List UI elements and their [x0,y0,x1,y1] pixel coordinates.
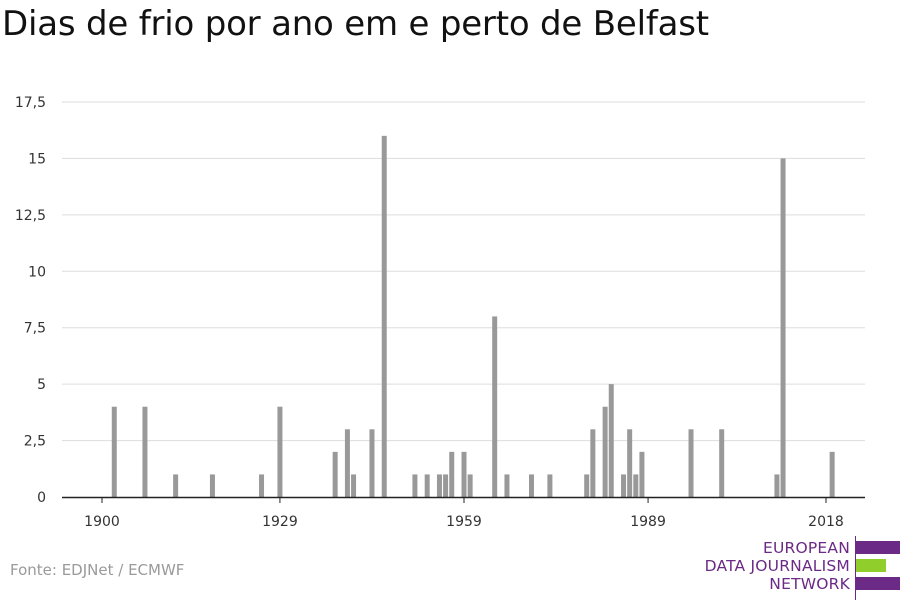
bar [369,429,375,497]
y-tick-label: 7,5 [24,321,46,337]
bar [504,474,510,497]
bar [259,474,265,497]
x-tick-label: 2018 [808,514,844,530]
x-tick-label: 1900 [84,514,120,530]
y-tick-label: 2,5 [24,434,46,450]
chart-title: Dias de frio por ano em e perto de Belfa… [2,4,709,44]
x-tick-label: 1929 [262,514,298,530]
bar [443,474,449,497]
bar [111,406,117,497]
bar [602,406,608,497]
bar [633,474,639,497]
bar [719,429,725,497]
bar [492,316,498,497]
bar [277,406,283,497]
logo-divider [855,536,856,600]
bars [111,135,835,498]
bar [688,429,694,497]
bar [344,429,350,497]
logo-line-3: NETWORK [769,575,850,593]
bar [547,474,553,497]
bar [381,135,387,498]
y-tick-label: 12,5 [15,208,46,224]
y-tick-label: 0 [37,490,46,506]
bar [584,474,590,497]
bar [142,406,148,497]
y-tick-label: 10 [28,264,46,280]
bar [829,451,835,497]
source-note: Fonte: EDJNet / ECMWF [10,561,185,579]
bar [332,451,338,497]
bar [412,474,418,497]
bar [528,474,534,497]
y-tick-label: 15 [28,151,46,167]
bar [774,474,780,497]
bar-chart: 0 2,5 5 7,5 10 12,5 15 17,5 1900 1929 1959 1989 201… [15,95,865,530]
y-axis-tick-labels: 0 2,5 5 7,5 10 12,5 15 17,5 [15,95,46,506]
bar [449,451,455,497]
logo-text: EUROPEAN DATA JOURNALISM NETWORK [705,539,850,593]
bar [608,384,614,497]
bar [436,474,442,497]
edjnet-logo: EUROPEAN DATA JOURNALISM NETWORK [700,536,900,600]
x-axis-ticks: 1900 1929 1959 1989 2018 [84,497,844,530]
bar [621,474,627,497]
logo-bar-purple-bottom [856,577,900,590]
x-tick-label: 1989 [630,514,666,530]
bar [461,451,467,497]
bar [627,429,633,497]
bar [351,474,357,497]
bar [780,158,786,497]
y-tick-label: 5 [37,377,46,393]
bar [467,474,473,497]
bar [424,474,430,497]
logo-bar-green [856,559,886,572]
logo-line-1: EUROPEAN [762,539,850,557]
y-tick-label: 17,5 [15,95,46,111]
bar [639,451,645,497]
gridlines [62,101,865,442]
bar [173,474,179,497]
bar [209,474,215,497]
x-tick-label: 1959 [446,514,482,530]
logo-line-2: DATA JOURNALISM [704,557,850,575]
bar [590,429,596,497]
logo-bar-purple-top [856,541,900,554]
